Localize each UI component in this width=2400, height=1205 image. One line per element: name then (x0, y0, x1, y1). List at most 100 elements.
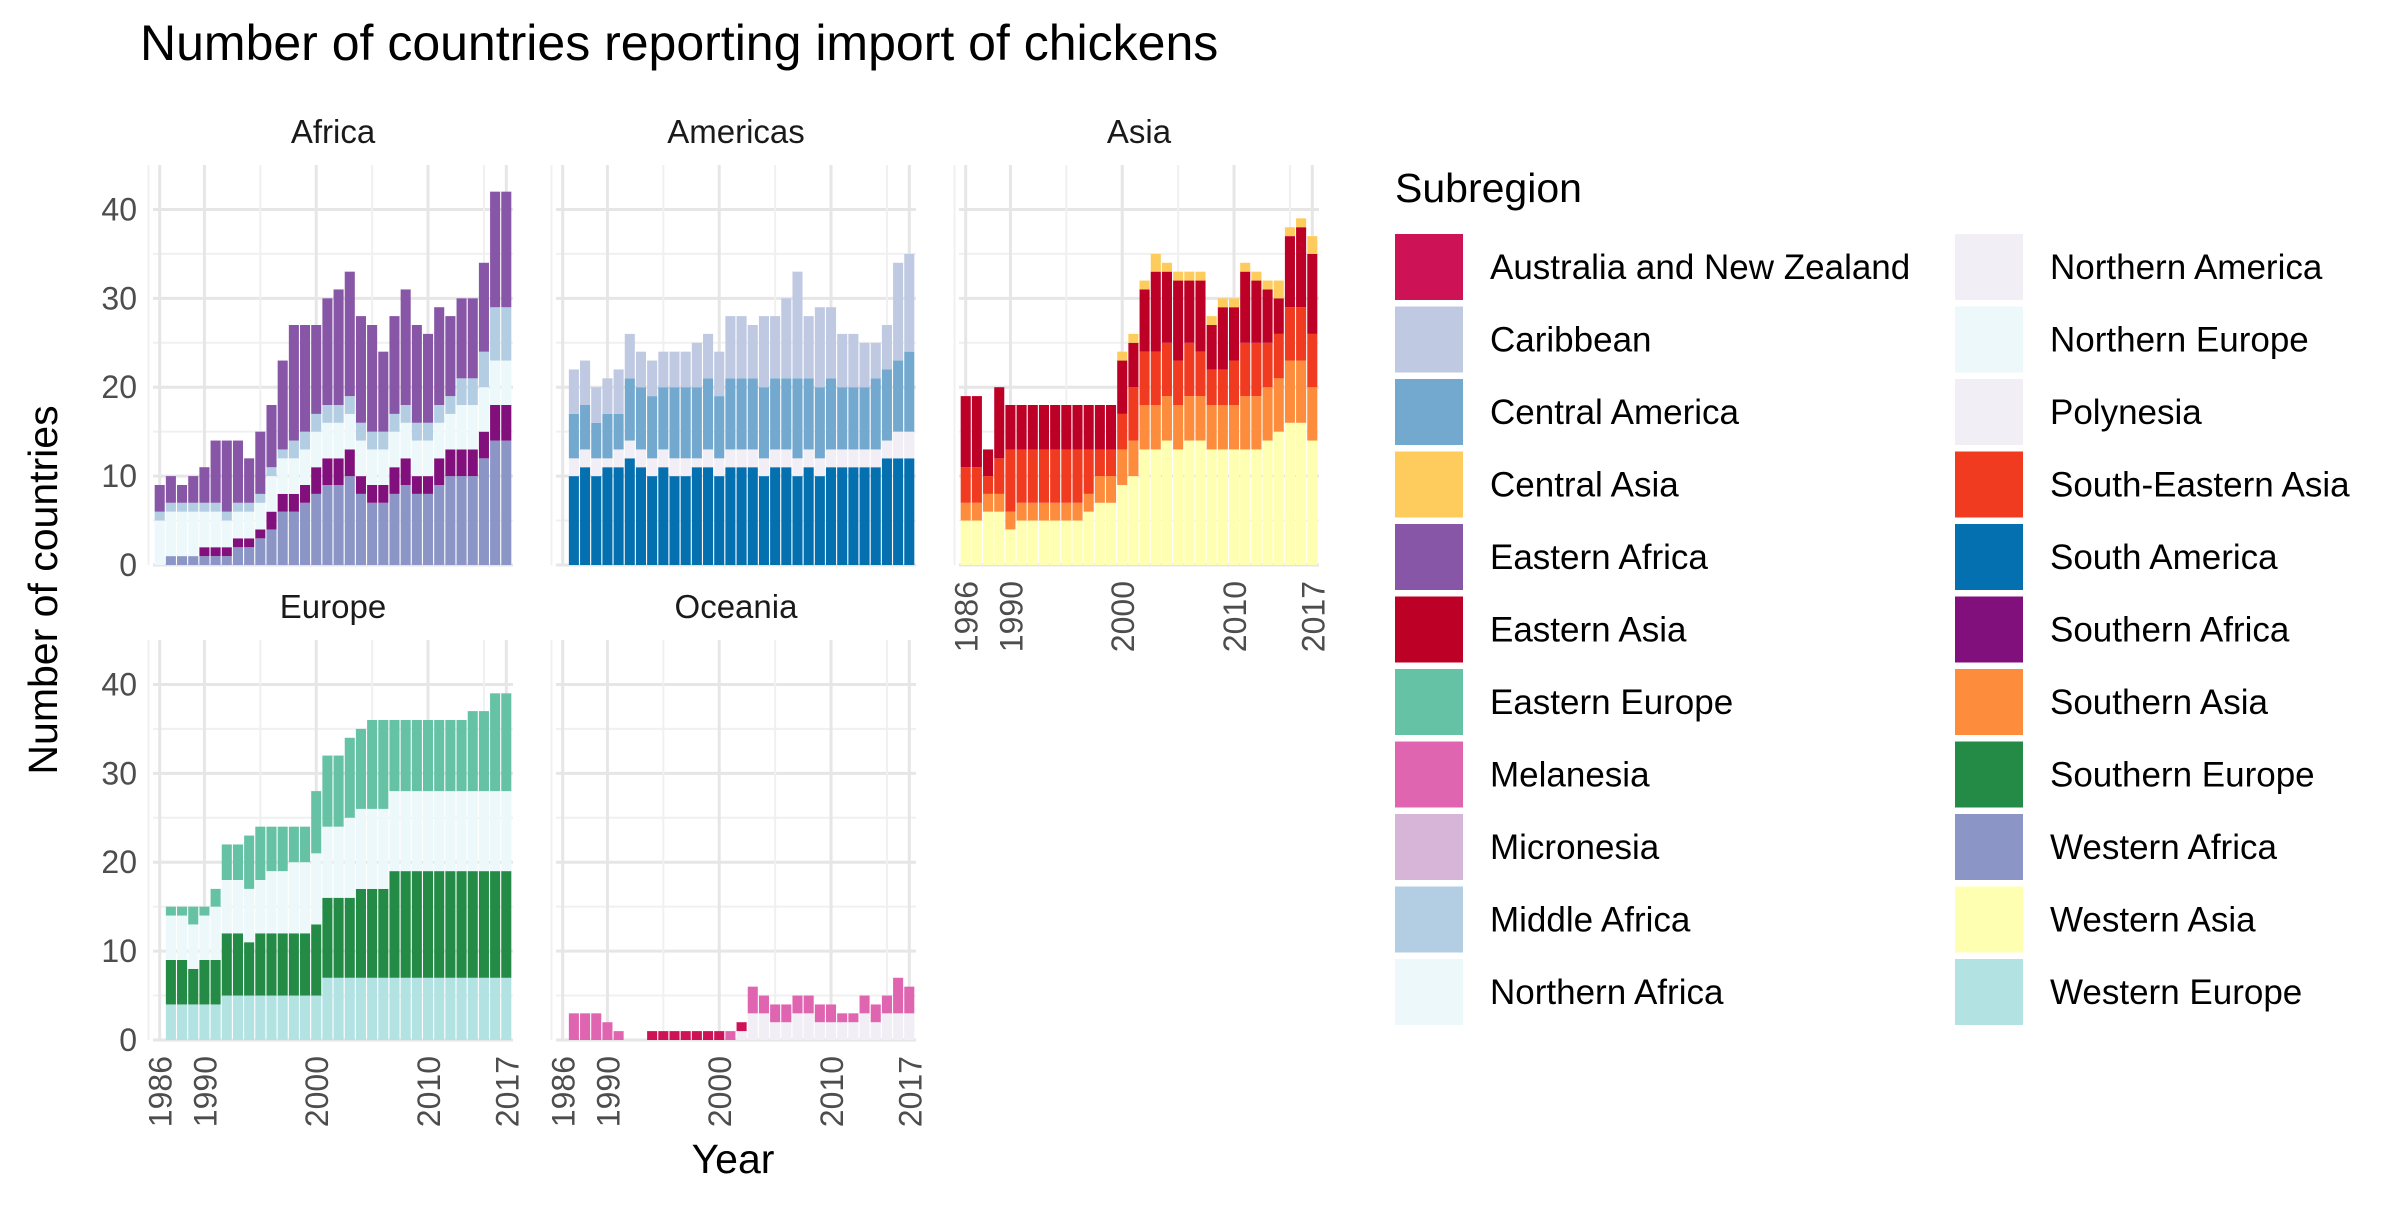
y-tick-label: 30 (101, 280, 137, 316)
bar-segment-western-asia (1229, 449, 1240, 565)
bar-segment-southern-europe (400, 871, 411, 978)
bar-segment-western-europe (255, 995, 266, 1040)
panel-europe: Europe 0 10 20 30 40 1986 1990 2000 2010 2017 (101, 588, 525, 1127)
legend-item-south-eastern-asia: South-Eastern Asia (1955, 451, 2350, 518)
bar-segment-northern-america (624, 440, 635, 459)
bar-segment-northern-africa (154, 520, 165, 565)
x-tick-label: 2017 (1295, 581, 1331, 652)
bar-segment-southern-europe (456, 871, 467, 978)
bar-segment-eastern-europe (255, 826, 266, 880)
bar-segment-central-america (781, 378, 792, 450)
legend-item-southern-asia: Southern Asia (1955, 669, 2268, 735)
bar-segment-south-america (680, 476, 691, 565)
bar-segment-northern-africa (311, 431, 322, 468)
bar-segment-central-america (647, 396, 658, 459)
bar-segment-polynesia (803, 1013, 814, 1040)
bar-segment-southern-asia (1262, 387, 1273, 441)
bar-segment-polynesia (904, 1013, 915, 1040)
bar-segment-western-europe (378, 977, 389, 1040)
bar-segment-eastern-europe (199, 906, 210, 916)
bar-segment-eastern-asia (1161, 271, 1172, 343)
legend-label: Western Asia (2050, 901, 2256, 940)
bar-segment-caribbean (658, 351, 669, 388)
bar-segment-eastern-africa (378, 351, 389, 432)
bar-segment-south-eastern-asia (1161, 342, 1172, 397)
bar-segment-northern-africa (266, 476, 277, 512)
bar-segment-northern-europe (288, 862, 299, 934)
x-tick-label: 2000 (1105, 581, 1141, 652)
bar-segment-south-eastern-asia (1083, 449, 1094, 494)
bar-segment-northern-america (837, 449, 848, 468)
bar-segment-caribbean (635, 351, 646, 388)
bar-segment-western-europe (367, 977, 378, 1040)
bar-segment-northern-europe (232, 880, 243, 934)
bar-segment-eastern-asia (1251, 280, 1262, 343)
bar-segment-middle-africa (344, 396, 355, 414)
bar-segment-western-asia (1027, 520, 1038, 565)
y-tick-label: 20 (101, 369, 137, 405)
bar-segment-northern-europe (378, 808, 389, 889)
x-tick-label: 1990 (187, 1056, 223, 1127)
bar-segment-south-eastern-asia (1061, 449, 1072, 503)
legend-item-eastern-europe: Eastern Europe (1395, 669, 1733, 735)
bar-segment-central-america (568, 413, 579, 459)
bar-segment-eastern-europe (311, 791, 322, 854)
bar-segment-western-europe (232, 995, 243, 1040)
bar-segment-central-america (669, 387, 680, 459)
bar-segment-southern-europe (467, 871, 478, 978)
bar-segment-western-europe (490, 977, 501, 1040)
bar-segment-southern-africa (378, 485, 389, 503)
bar-segment-melanesia (747, 986, 758, 1014)
legend-label: Northern America (2050, 248, 2323, 287)
bar-segment-eastern-europe (221, 844, 232, 880)
bar-segment-eastern-europe (232, 844, 243, 880)
bar-segment-northern-africa (490, 360, 501, 405)
legend-swatch (1955, 306, 2023, 373)
bar-segment-central-america (725, 378, 736, 450)
bar-segment-central-asia (1173, 271, 1184, 281)
bar-segment-western-asia (1128, 476, 1139, 565)
legend-item-central-asia: Central Asia (1395, 451, 1679, 518)
bar-segment-western-europe (300, 995, 311, 1040)
bar-segment-eastern-africa (389, 316, 400, 414)
bar-segment-middle-africa (255, 493, 266, 503)
legend-swatch (1395, 379, 1463, 445)
bar-segment-middle-africa (288, 440, 299, 459)
bar-segment-northern-africa (378, 449, 389, 485)
legend-swatch (1955, 669, 2023, 735)
bar-segment-south-america (826, 467, 837, 565)
bar-segment-polynesia (826, 1022, 837, 1040)
bar-segment-northern-africa (232, 511, 243, 539)
bar-segment-southern-africa (232, 538, 243, 548)
bar-segment-middle-africa (277, 449, 288, 459)
bar-segment-northern-europe (445, 791, 456, 872)
bar-segment-central-america (881, 369, 892, 441)
bar-segment-central-america (848, 387, 859, 450)
bar-segment-western-europe (165, 1004, 176, 1040)
bar-segment-eastern-europe (344, 737, 355, 818)
x-tick-label: 1986 (143, 1056, 179, 1127)
legend-label: Middle Africa (1490, 901, 1691, 940)
grid (550, 640, 916, 1042)
bar-segment-western-europe (188, 1004, 199, 1040)
bar-segment-southern-africa (501, 405, 512, 441)
bar-segment-southern-africa (210, 547, 221, 557)
bar-segment-southern-asia (1106, 476, 1117, 503)
legend: Australia and New Zealand Caribbean Centra… (1395, 234, 2350, 1025)
bar-segment-south-america (736, 467, 747, 565)
bar-segment-eastern-africa (322, 298, 333, 405)
legend-label: Micronesia (1490, 828, 1660, 867)
legend-swatch (1955, 741, 2023, 808)
bar-segment-southern-africa (355, 476, 366, 494)
bar-segment-middle-africa (490, 307, 501, 361)
bar-segment-eastern-asia (1173, 280, 1184, 361)
bar-segment-southern-europe (311, 924, 322, 996)
bar-segment-melanesia (814, 1004, 825, 1023)
legend-swatch (1955, 379, 2023, 445)
bar-segment-southern-europe (344, 897, 355, 978)
bar-segment-southern-africa (277, 493, 288, 512)
bar-segment-central-asia (1251, 271, 1262, 281)
bar-segment-melanesia (803, 995, 814, 1014)
